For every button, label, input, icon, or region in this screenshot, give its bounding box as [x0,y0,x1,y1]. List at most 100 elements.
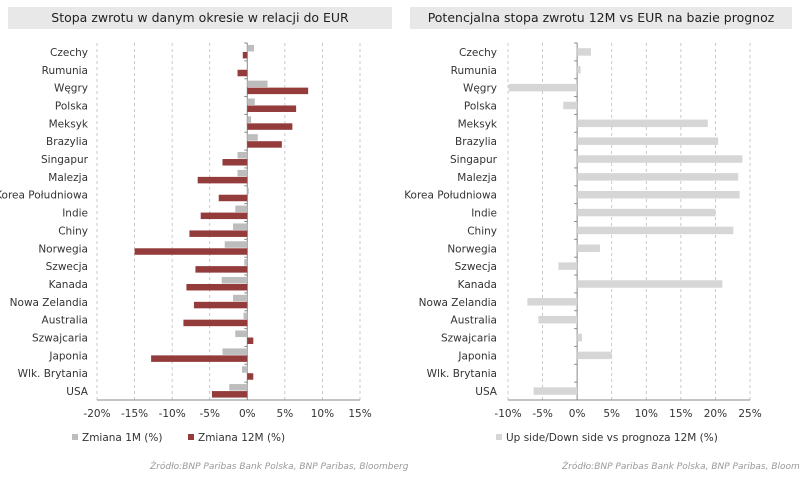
bar-czechy-1 [247,44,255,52]
bar-japonia-1 [577,351,612,360]
category-label: Meksyk [458,118,498,130]
bar-norwegia-2 [134,248,248,255]
bar-kanada-1 [221,276,248,284]
bar-indie-1 [577,208,716,217]
bar-rumunia-2 [237,69,248,77]
category-label: Szwajcaria [441,333,497,345]
category-label: Singapur [41,154,89,166]
category-label: Meksyk [49,118,89,130]
bar-rumunia-1 [577,66,581,74]
bar-malezja-2 [197,176,248,184]
category-label: Brazylia [46,136,88,148]
bar-meksyk-1 [247,116,252,123]
right-source-note: Źródło:BNP Paribas Bank Polska, BNP Pari… [562,462,800,472]
bar-brazylia-1 [577,137,719,145]
bar-meksyk-2 [247,123,293,130]
legend-label: Zmiana 1M (%) [82,432,162,444]
x-tick-label: -15% [121,408,148,420]
category-label: Japonia [48,350,88,362]
bar-nowa-zelandia-1 [527,298,578,306]
x-tick-label: -20% [83,408,110,420]
x-tick-label: 5% [277,408,294,420]
bar-szwecja-1 [558,262,578,270]
bar-chiny-1 [233,223,248,230]
bar-chiny-2 [189,230,248,237]
category-label: USA [66,386,89,398]
category-label: Polska [55,100,88,112]
bar-korea-południowa-1 [577,190,740,199]
bar-indie-2 [200,212,248,220]
bar-wlk-brytania-2 [247,373,254,380]
bar-norwegia-1 [577,244,600,253]
category-label: Australia [42,315,88,327]
legend-swatch [496,434,502,440]
bar-indie-1 [235,205,248,213]
bar-japonia-2 [151,355,248,362]
bar-australia-2 [183,319,248,327]
category-label: Norwegia [38,243,88,255]
bar-malezja-1 [237,169,248,177]
x-tick-label: -5% [199,408,219,420]
category-label: Szwecja [46,261,88,273]
x-tick-label: 15% [669,408,692,420]
category-label: Nowa Zelandia [419,297,497,309]
bar-szwajcaria-1 [235,330,248,338]
category-label: Chiny [58,225,88,237]
bar-polska-1 [247,98,255,105]
category-label: Szwecja [455,261,497,273]
bar-malezja-1 [577,173,739,181]
category-label: Indie [62,208,88,220]
category-label: Singapur [450,154,498,166]
bar-usa-2 [211,391,248,398]
legend-swatch [72,434,78,440]
category-label: Nowa Zelandia [10,297,88,309]
bar-szwajcaria-2 [247,337,254,345]
bar-szwecja-2 [195,266,248,273]
category-label: Wlk. Brytania [18,368,88,380]
category-label: Malezja [48,172,88,184]
category-label: Korea Południowa [404,190,497,202]
legend-label: Up side/Down side vs prognoza 12M (%) [506,432,718,444]
bar-kanada-1 [577,280,723,288]
category-label: Kanada [49,279,88,291]
category-label: Kanada [458,279,497,291]
left-source-note: Źródło:BNP Paribas Bank Polska, BNP Pari… [150,462,409,472]
category-label: Szwajcaria [32,333,88,345]
category-label: Indie [471,208,497,220]
bar-nowa-zelandia-1 [233,294,248,302]
bar-brazylia-1 [247,134,258,141]
bar-wlk-brytania-1 [242,366,248,373]
category-label: Norwegia [447,243,497,255]
bar-chiny-1 [577,226,734,235]
bar-nowa-zelandia-2 [193,301,248,309]
category-label: Węgry [463,83,497,95]
bar-szwecja-1 [244,259,248,266]
bar-czechy-1 [577,48,591,56]
bar-kanada-2 [186,283,248,291]
category-label: Korea Południowa [0,190,88,202]
bar-meksyk-1 [577,119,708,128]
bar-singapur-2 [222,159,248,166]
bar-polska-1 [563,101,578,110]
bar-japonia-1 [222,348,248,355]
bar-usa-1 [229,384,248,391]
x-tick-label: -10% [159,408,186,420]
category-label: Chiny [467,225,497,237]
bar-brazylia-2 [247,141,282,148]
bar-polska-2 [247,105,297,112]
category-label: Brazylia [455,136,497,148]
bar-korea-południowa-2 [218,194,248,202]
bar-usa-1 [533,387,578,395]
bar-norwegia-1 [224,241,248,248]
bar-singapur-1 [577,155,743,163]
category-label: Malezja [457,172,497,184]
x-tick-label: -5% [532,408,552,420]
bar-węgry-1 [247,80,268,88]
x-tick-label: 5% [603,408,620,420]
bar-węgry-1 [508,83,578,92]
bar-australia-1 [538,315,578,324]
category-label: Węgry [54,83,88,95]
bar-korea-południowa-1 [247,187,249,195]
bar-singapur-1 [237,152,248,159]
left-chart-title: Stopa zwrotu w danym okresie w relacji d… [8,7,392,29]
